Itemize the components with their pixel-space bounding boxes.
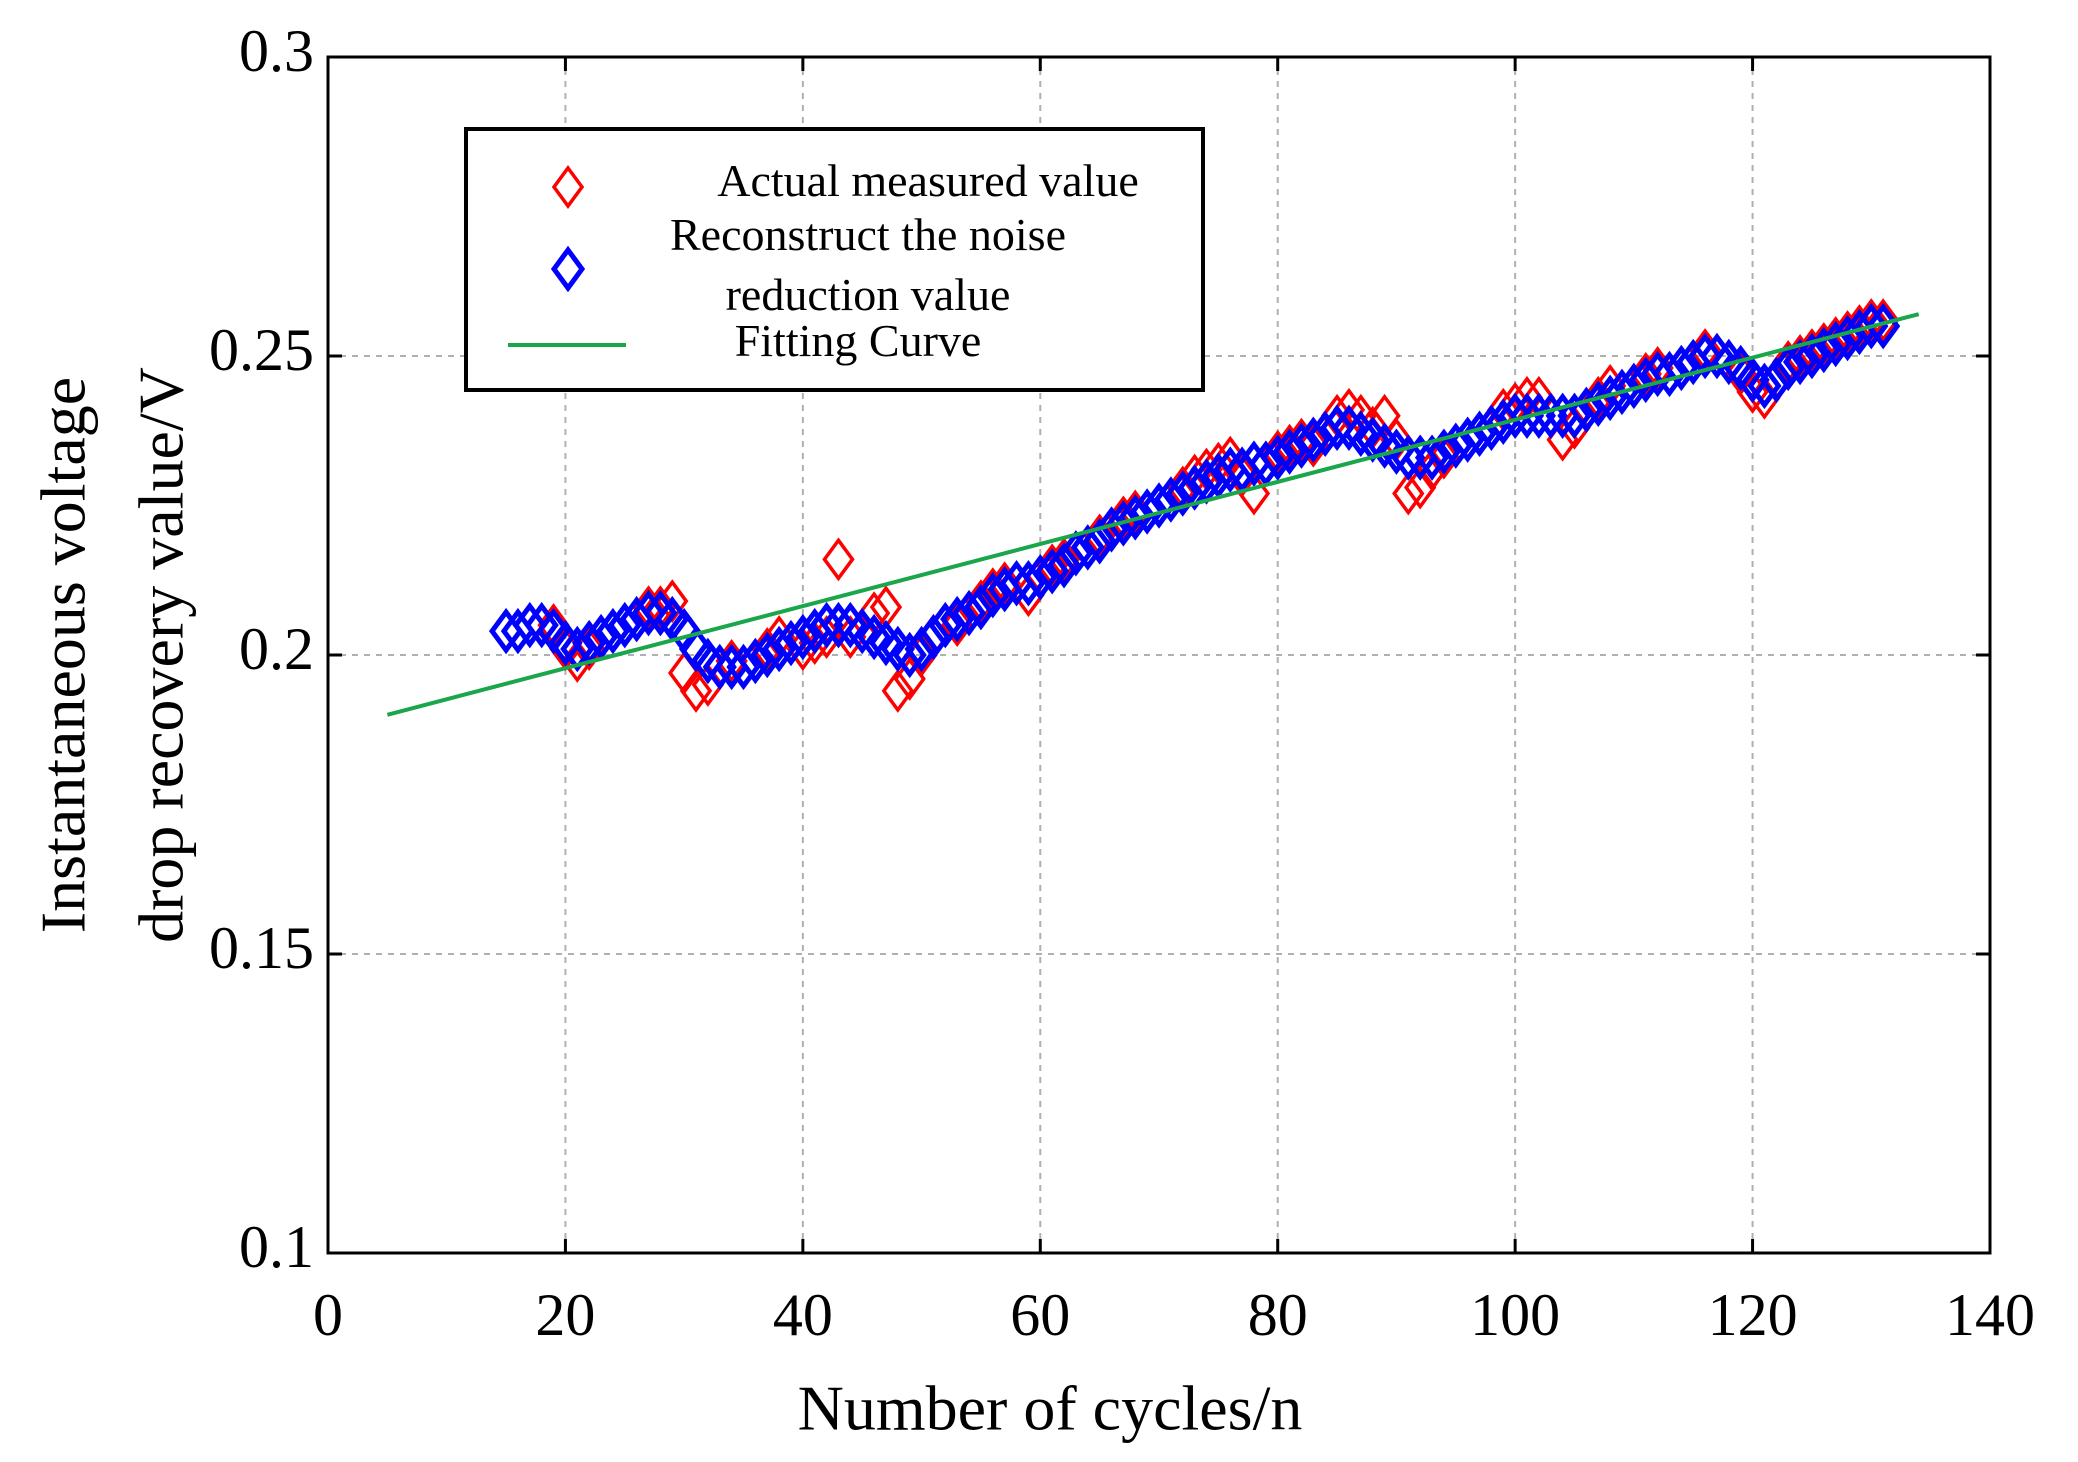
data-point (809, 601, 844, 649)
fit-line (386, 312, 1920, 717)
data-point (1011, 560, 1046, 607)
x-tick-label: 100 (1470, 1282, 1560, 1348)
data-point (1070, 524, 1105, 571)
x-tick-label: 80 (1248, 1282, 1308, 1348)
data-point (702, 643, 737, 691)
data-point (1296, 416, 1331, 463)
legend-symbol (550, 245, 586, 293)
plot-frame (326, 55, 1992, 1255)
data-point (607, 601, 642, 649)
data-point (1664, 344, 1699, 392)
data-point (1498, 392, 1533, 440)
x-tick-label: 140 (1945, 1282, 2035, 1348)
data-point (1414, 434, 1450, 481)
data-point (1248, 440, 1283, 487)
y-tick-label: 0.25 (209, 317, 314, 383)
data-point (1106, 500, 1141, 547)
data-point (595, 607, 631, 655)
data-point (583, 613, 619, 661)
data-point (1165, 470, 1200, 517)
data-point (750, 631, 785, 679)
y-axis-label: Instantaneous voltage (28, 377, 99, 933)
x-tick-label: 20 (535, 1282, 595, 1348)
data-point (1297, 423, 1330, 468)
data-point (941, 603, 974, 648)
data-point (916, 613, 951, 661)
data-point (1557, 392, 1592, 440)
data-point (679, 668, 713, 713)
data-point (1403, 465, 1437, 510)
data-point (1426, 428, 1462, 475)
data-point (1759, 356, 1794, 404)
data-point (1687, 332, 1723, 380)
legend-label: Actual measured value (717, 155, 1139, 206)
data-point (1023, 554, 1058, 601)
data-point (1319, 404, 1355, 451)
data-point (785, 613, 820, 661)
data-point (1392, 471, 1425, 516)
data-point (1474, 404, 1509, 451)
y-tick-label: 0.2 (239, 616, 314, 682)
legend-symbol (551, 165, 585, 209)
data-point (928, 601, 963, 649)
legend-label: Fitting Curve (734, 315, 982, 366)
data-point (951, 589, 987, 637)
data-point (940, 595, 975, 643)
data-point (1616, 362, 1651, 410)
legend-symbols (508, 165, 626, 347)
data-point (726, 643, 761, 691)
data-point (821, 601, 856, 649)
data-point (1130, 488, 1165, 535)
data-point (1058, 530, 1094, 577)
data-point (1046, 542, 1082, 589)
data-point (1035, 548, 1070, 595)
data-point (1082, 518, 1117, 565)
x-tick-label: 60 (1010, 1282, 1070, 1348)
data-point (1747, 362, 1782, 410)
y-tick-label: 0.3 (239, 18, 314, 84)
data-point (1604, 368, 1640, 416)
data-point (1118, 494, 1153, 541)
y-tick-label: 0.15 (209, 915, 314, 981)
data-point (1854, 302, 1889, 350)
legend-label: Reconstruct the noise reduction value (669, 209, 1066, 320)
data-point (1806, 326, 1841, 374)
data-point (1260, 434, 1295, 481)
data-point (822, 537, 855, 582)
data-point (773, 619, 809, 667)
x-axis-label: Number of cycles/n (798, 1373, 1303, 1444)
data-point (1509, 392, 1545, 440)
data-point (631, 589, 666, 637)
data-point (904, 625, 939, 673)
x-tick-label: 120 (1708, 1282, 1798, 1348)
data-point (512, 601, 547, 649)
data-point (762, 625, 797, 673)
x-tick-label: 0 (313, 1282, 343, 1348)
data-point (1153, 476, 1188, 523)
data-point (1652, 350, 1687, 398)
y-tick-label: 0.1 (239, 1214, 314, 1280)
data-point (975, 571, 1010, 619)
data-point (1141, 482, 1177, 529)
data-point (1794, 332, 1830, 380)
data-point (560, 625, 595, 673)
data-point (1782, 338, 1818, 386)
data-point (1771, 344, 1806, 392)
data-point (738, 637, 773, 685)
data-point (1177, 464, 1212, 511)
data-point (881, 668, 915, 713)
data-point (1284, 422, 1319, 469)
x-tick-label: 40 (773, 1282, 833, 1348)
data-point (1272, 428, 1307, 475)
data-point (963, 583, 999, 631)
data-point (1427, 435, 1461, 480)
data-point (892, 631, 927, 679)
legend: Actual measured value Reconstruct the no… (464, 127, 1205, 392)
y-axis-label: drop recovery value/V (126, 367, 197, 943)
